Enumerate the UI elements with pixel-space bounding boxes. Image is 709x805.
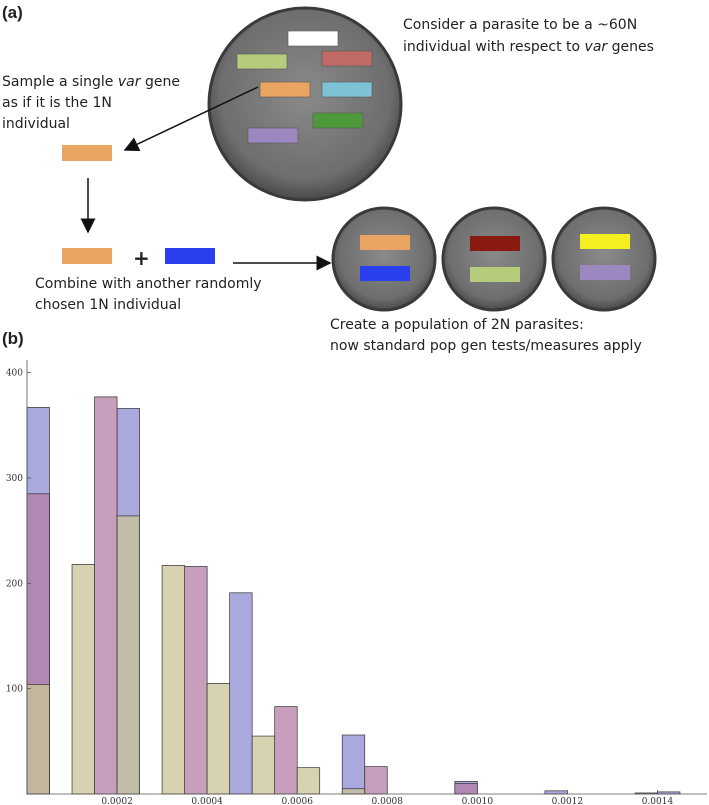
panel-label: (a): [2, 3, 23, 22]
y-tick-label: 200: [6, 579, 23, 589]
plus: +: [133, 246, 150, 270]
y-tick-label: 100: [6, 685, 23, 695]
panel-label: (b): [2, 329, 24, 348]
bar: [544, 790, 568, 795]
text: gene: [141, 74, 180, 90]
arrow: [123, 86, 259, 151]
text: var: [118, 74, 142, 90]
bar: [161, 565, 185, 795]
gene: [165, 248, 215, 264]
parasite-circle: [331, 206, 437, 312]
note: individual: [2, 116, 70, 132]
x-tick-label: 0.0014: [642, 797, 674, 805]
note: individual with respect to var genes: [403, 39, 654, 55]
x-tick-label: 0.0006: [281, 797, 313, 805]
note: now standard pop gen tests/measures appl…: [330, 338, 642, 354]
gene: [259, 81, 311, 98]
gene: [312, 112, 364, 129]
bar: [184, 566, 208, 795]
bar: [274, 706, 298, 795]
note: chosen 1N individual: [35, 297, 181, 313]
x-tick-label: 0.0008: [372, 797, 404, 805]
x-tick-label: 0.0010: [462, 797, 494, 805]
note: Combine with another randomly: [35, 276, 262, 292]
text: var: [585, 39, 609, 55]
text: genes: [607, 39, 654, 55]
bar: [94, 396, 118, 795]
note: Consider a parasite to be a ~60N: [403, 17, 637, 33]
parasite-circle: [441, 206, 547, 312]
bar: [206, 683, 230, 795]
gene: [580, 234, 630, 249]
gene: [470, 236, 520, 251]
y-tick-label: 300: [6, 474, 23, 484]
note: Sample a single var gene: [2, 74, 180, 90]
gene: [247, 127, 299, 144]
y-tick-label: 400: [6, 369, 23, 379]
bar: [26, 684, 50, 795]
note: Create a population of 2N parasites:: [330, 317, 584, 333]
text: individual with respect to: [403, 39, 585, 55]
gene: [236, 53, 288, 70]
x-tick-label: 0.0012: [552, 797, 584, 805]
bar: [454, 783, 478, 795]
gene: [360, 235, 410, 250]
bar: [341, 788, 366, 795]
population: [331, 206, 657, 312]
gene: [580, 265, 630, 280]
gene: [287, 30, 339, 47]
gene-set: [236, 30, 373, 144]
bar: [116, 515, 140, 795]
gene: [62, 145, 112, 161]
bar: [364, 766, 388, 795]
histogram: 100 200 300 400 0.0002 0.0004 0.0006 0.0008 0.00…: [6, 360, 707, 805]
gene: [62, 248, 112, 264]
bar: [229, 592, 253, 795]
bar: [341, 734, 366, 795]
bar: [71, 564, 95, 795]
gene: [321, 50, 373, 67]
parasite-circle: [551, 206, 657, 312]
x-tick-label: 0.0004: [191, 797, 223, 805]
bar: [251, 735, 276, 795]
text: Sample a single: [2, 74, 118, 90]
bar: [296, 767, 321, 795]
gene: [360, 266, 410, 281]
x-tick-label: 0.0002: [101, 797, 133, 805]
gene: [321, 81, 373, 98]
gene: [470, 267, 520, 282]
note: as if it is the 1N: [2, 95, 112, 111]
